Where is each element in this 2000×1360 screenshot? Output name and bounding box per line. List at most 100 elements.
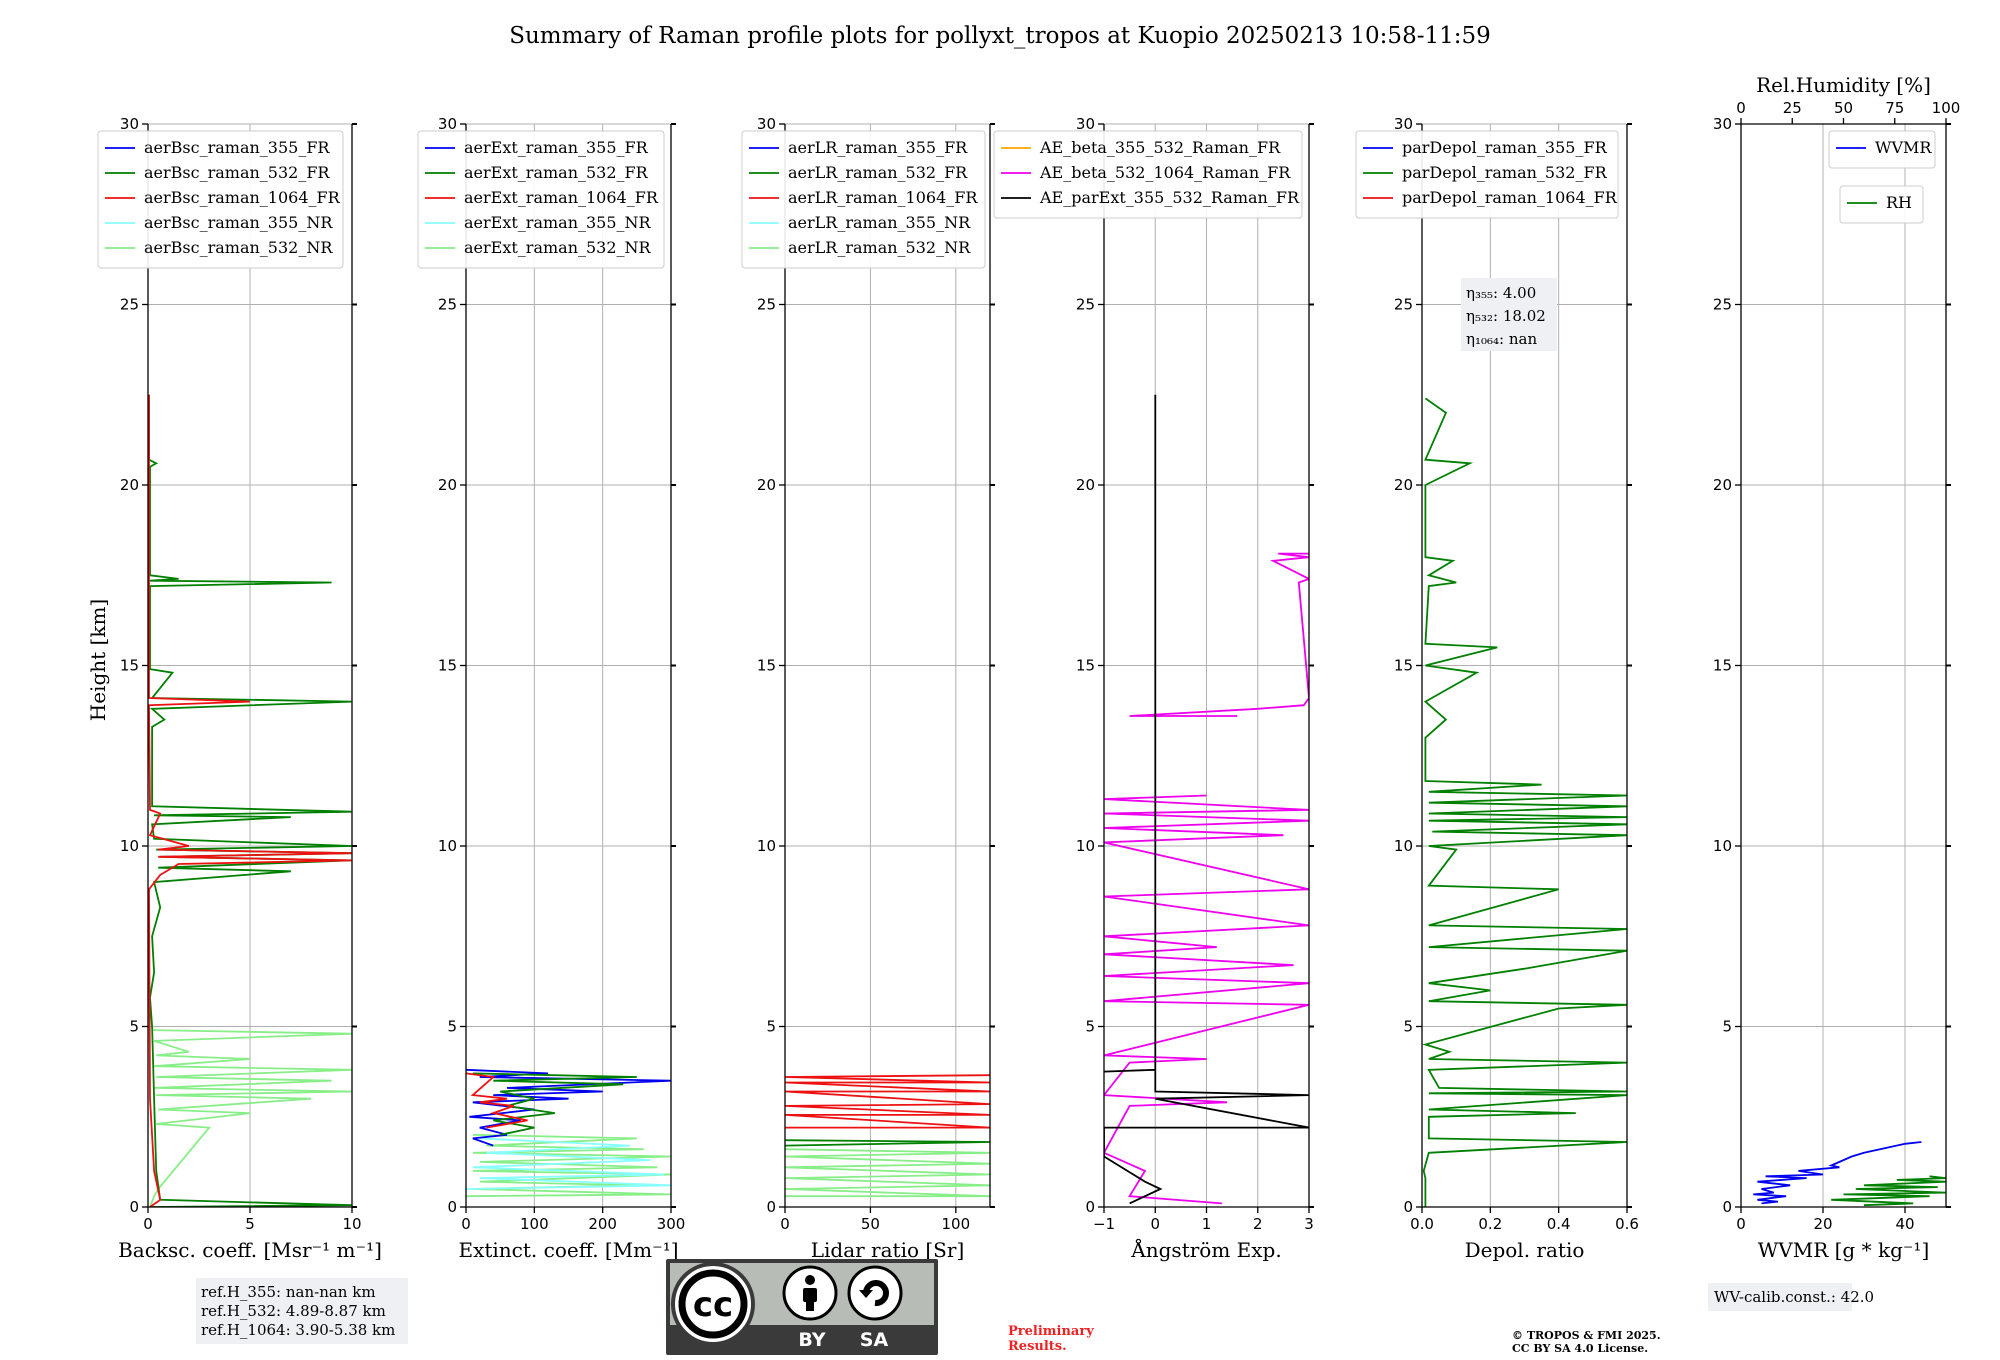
legend-lr: aerLR_raman_355_FR aerLR_raman_532_FR aerL… — [741, 130, 986, 269]
legend-dep: parDepol_raman_355_FR parDepol_raman_532_… — [1355, 130, 1619, 219]
legend-entry: aerBsc_raman_532_NR — [144, 238, 333, 257]
x-tick-label: 0.4 — [1547, 1215, 1571, 1233]
license-sa-label: SA — [860, 1329, 889, 1351]
series-group-lr — [785, 1074, 990, 1198]
legend-frame — [1355, 130, 1619, 219]
y-tick-label: 5 — [1085, 1018, 1095, 1036]
eta-box-bg — [1461, 278, 1557, 351]
legend-entry: aerLR_raman_355_FR — [788, 138, 968, 157]
y-tick-label: 0 — [1403, 1198, 1413, 1216]
x-tick-label: 0.6 — [1615, 1215, 1639, 1233]
legend-entry: aerExt_raman_532_FR — [464, 163, 649, 182]
y-tick-label: 0 — [447, 1198, 457, 1216]
legend-ae: AE_beta_355_532_Raman_FR AE_beta_532_1064… — [993, 130, 1303, 219]
eta-value: η₅₃₂: 18.02 — [1466, 307, 1546, 325]
legend-frame — [97, 130, 344, 269]
series-aerBsc_raman_1064_FR — [148, 394, 352, 1207]
eta-value: η₃₅₅: 4.00 — [1466, 284, 1536, 302]
y-tick-label: 5 — [1722, 1018, 1732, 1036]
series-AE_beta_532_1064_Raman_FR_upper — [1129, 552, 1309, 717]
y-tick-label: 20 — [120, 476, 139, 494]
y-tick-label: 25 — [757, 296, 776, 314]
x-tick-label: 5 — [245, 1215, 255, 1233]
legend-entry: aerLR_raman_1064_FR — [788, 188, 978, 207]
wv-calibration-constant: WV-calib.const.: 42.0 — [1714, 1288, 1874, 1306]
y-tick-label: 10 — [438, 837, 457, 855]
legend-entry: parDepol_raman_532_FR — [1402, 163, 1608, 182]
x-axis-label-bsc: Backsc. coeff. [Msr⁻¹ m⁻¹] — [118, 1238, 382, 1262]
eta-annotation-box: η₃₅₅: 4.00 η₅₃₂: 18.02 η₁₀₆₄: nan — [1461, 278, 1557, 351]
top-x-tick-label: 50 — [1834, 99, 1853, 117]
top-x-axis-label: Rel.Humidity [%] — [1756, 73, 1931, 97]
series-parDepol_raman_532_FR — [1422, 397, 1627, 1207]
y-tick-label: 20 — [438, 476, 457, 494]
legend-bsc: aerBsc_raman_355_FR aerBsc_raman_532_FRae… — [97, 130, 344, 269]
y-tick-label: 30 — [1713, 115, 1732, 133]
y-tick-label: 25 — [120, 296, 139, 314]
figure-title: Summary of Raman profile plots for polly… — [509, 23, 1491, 49]
y-tick-label: 0 — [129, 1198, 139, 1216]
legend-frame — [1828, 130, 1936, 169]
series-aerBsc_raman_532_FR — [148, 394, 352, 1207]
y-tick-label: 25 — [1713, 296, 1732, 314]
x-tick-label: 20 — [1813, 1215, 1832, 1233]
wv-calibration-box: WV-calib.const.: 42.0 — [1708, 1283, 1874, 1311]
y-tick-label: 30 — [757, 115, 776, 133]
x-tick-label: 100 — [942, 1215, 971, 1233]
legend-entry: aerBsc_raman_1064_FR — [144, 188, 341, 207]
x-tick-label: 0 — [1736, 1215, 1746, 1233]
legend-entry: aerLR_raman_532_NR — [788, 238, 971, 257]
copyright-line: © TROPOS & FMI 2025. — [1512, 1329, 1661, 1342]
legend-entry: aerBsc_raman_532_FR — [144, 163, 330, 182]
preliminary-label-results: Results. — [1008, 1339, 1067, 1354]
y-tick-label: 15 — [120, 657, 139, 675]
y-tick-label: 10 — [757, 837, 776, 855]
license-by-label: BY — [798, 1329, 825, 1351]
cc-logo-text: cc — [693, 1285, 733, 1325]
series-aerLR_raman_532_NR — [785, 1148, 990, 1198]
legend-entry: RH — [1886, 193, 1912, 212]
legend-entry: aerLR_raman_532_FR — [788, 163, 968, 182]
y-tick-label: 5 — [766, 1018, 776, 1036]
x-tick-label: 200 — [588, 1215, 617, 1233]
y-tick-label: 15 — [757, 657, 776, 675]
series-group-dep — [1422, 397, 1627, 1207]
y-tick-label: 20 — [1713, 476, 1732, 494]
legend-frame — [1839, 185, 1924, 224]
series-aerExt_raman_1064_FR — [466, 1072, 528, 1129]
ref-height-532: ref.H_532: 4.89-8.87 km — [201, 1302, 386, 1320]
series-group-bsc — [148, 394, 352, 1207]
x-axis-label-lr: Lidar ratio [Sr] — [811, 1238, 965, 1262]
y-tick-label: 10 — [1713, 837, 1732, 855]
legend-entry: aerExt_raman_355_NR — [464, 213, 652, 232]
y-tick-label: 15 — [1713, 657, 1732, 675]
series-AE_parExt_355_532_Raman_FR — [1104, 394, 1309, 1205]
legend-entry: WVMR — [1875, 138, 1932, 157]
y-tick-label: 10 — [1076, 837, 1095, 855]
x-tick-label: 0 — [143, 1215, 153, 1233]
x-tick-label: 1 — [1202, 1215, 1212, 1233]
by-attribution-icon — [782, 1265, 838, 1321]
y-tick-label: 15 — [1394, 657, 1413, 675]
y-tick-label: 25 — [1394, 296, 1413, 314]
x-tick-label: 3 — [1304, 1215, 1314, 1233]
ref-height-355: ref.H_355: nan-nan km — [201, 1283, 376, 1301]
x-tick-label: 0.0 — [1410, 1215, 1434, 1233]
y-tick-label: 15 — [438, 657, 457, 675]
x-tick-label: −1 — [1093, 1215, 1115, 1233]
sa-share-alike-icon — [847, 1265, 903, 1321]
x-axis-label-ext: Extinct. coeff. [Mm⁻¹] — [458, 1238, 678, 1262]
y-axis-label: Height [km] — [86, 599, 110, 721]
x-tick-label: 10 — [342, 1215, 361, 1233]
series-aerLR_raman_1064_FR — [785, 1074, 990, 1129]
series-WVMR — [1753, 1141, 1922, 1205]
x-axis-label-wv: WVMR [g * kg⁻¹] — [1758, 1238, 1930, 1262]
y-tick-label: 25 — [1076, 296, 1095, 314]
legend-entry: aerBsc_raman_355_NR — [144, 213, 333, 232]
series-aerExt_raman_532_FR — [472, 1072, 637, 1136]
legend-entry: AE_beta_355_532_Raman_FR — [1039, 138, 1281, 157]
legend-entry: aerExt_raman_532_NR — [464, 238, 652, 257]
